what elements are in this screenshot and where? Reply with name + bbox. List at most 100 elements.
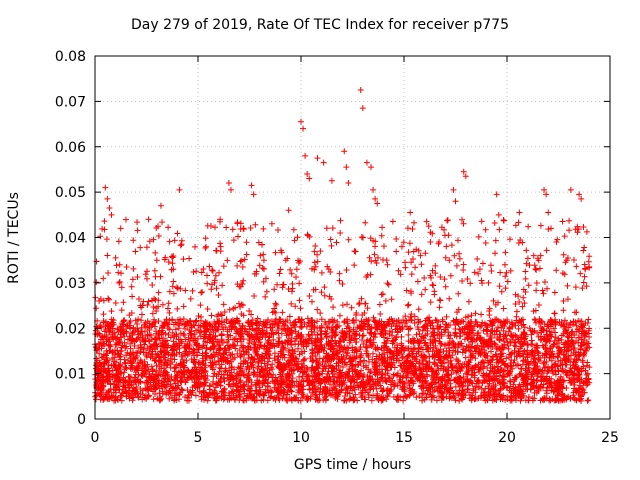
data-point [246,337,253,344]
data-point [552,334,559,341]
data-point [434,322,441,329]
data-point [224,396,231,403]
data-point [178,353,185,360]
data-point [243,251,250,258]
data-point [444,217,451,224]
data-point [585,397,592,404]
data-point [166,288,173,295]
data-point [414,278,421,285]
data-point [446,395,453,402]
data-point [295,365,302,372]
data-point [454,309,461,316]
data-point [334,318,341,325]
data-point [121,333,128,340]
data-point [371,251,378,258]
data-point [216,269,223,276]
data-point [134,227,141,234]
data-point [581,261,588,268]
data-point [234,262,241,269]
data-point [203,243,210,250]
data-point [134,273,141,280]
data-point [321,292,328,299]
data-point [317,248,324,255]
data-point [182,394,188,401]
data-point [564,282,571,289]
data-point [162,330,169,337]
data-point [234,219,241,226]
data-point [498,288,505,295]
data-point [479,319,486,326]
data-point [573,322,580,329]
data-point [147,332,154,339]
data-point [111,329,118,336]
data-point [314,258,321,265]
data-point [218,361,225,368]
data-point [538,336,545,343]
data-point [118,270,125,277]
data-point [150,303,157,310]
data-point [561,317,568,324]
data-point [390,383,397,390]
data-point [518,365,525,372]
data-point [495,317,502,324]
data-point [344,301,351,308]
data-point [198,269,205,276]
data-point [267,364,274,371]
data-point [577,270,584,277]
data-point [146,326,153,333]
data-point [479,380,486,387]
data-point [412,264,419,271]
data-point [444,324,451,331]
data-point [117,225,124,232]
data-point [304,315,311,322]
data-point [235,318,242,325]
data-point [272,300,279,307]
data-point [220,375,227,382]
data-point [336,356,343,363]
data-point [212,272,219,279]
data-point [420,334,427,341]
data-point [524,255,531,262]
data-point [372,238,379,245]
data-point [218,331,225,338]
data-point [512,339,519,346]
data-point [235,300,242,307]
data-point [397,271,404,278]
data-point [169,283,176,290]
data-point [572,284,579,291]
data-point [557,362,564,369]
data-point [246,332,253,339]
data-point [195,313,202,320]
data-point [363,273,370,280]
data-point [543,247,550,254]
data-point [139,391,146,398]
data-point [194,335,201,342]
data-point [566,227,573,234]
data-point [228,388,235,395]
data-point [502,397,509,404]
data-point [296,297,303,304]
data-point [560,393,567,400]
data-point [526,262,533,269]
data-point [276,371,283,378]
data-point [453,262,460,269]
data-point [314,318,321,325]
data-point [137,244,144,251]
data-point [113,389,120,396]
data-point [368,397,375,404]
data-point [579,285,586,292]
data-point [442,321,449,328]
data-point [105,269,112,276]
data-point [171,237,178,244]
data-point [436,330,443,337]
data-point [548,225,555,232]
data-point [500,217,507,224]
data-point [123,343,130,350]
data-point [126,395,133,402]
data-point [308,298,315,305]
data-point [255,239,262,246]
data-point [520,294,527,301]
data-point [281,354,288,361]
data-point [461,336,468,343]
data-point [467,280,474,287]
